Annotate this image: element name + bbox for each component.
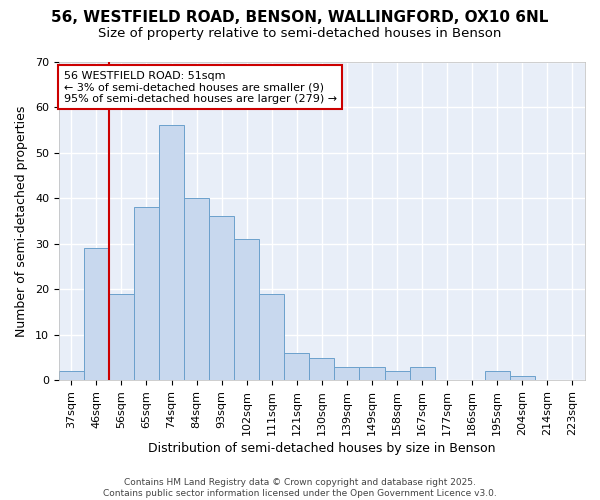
Bar [134,208,159,380]
Bar [84,248,109,380]
Bar [359,366,385,380]
Bar [385,371,410,380]
Bar [59,371,84,380]
Text: Contains HM Land Registry data © Crown copyright and database right 2025.
Contai: Contains HM Land Registry data © Crown c… [103,478,497,498]
Text: Size of property relative to semi-detached houses in Benson: Size of property relative to semi-detach… [98,28,502,40]
Y-axis label: Number of semi-detached properties: Number of semi-detached properties [15,105,28,336]
Bar [284,353,310,380]
Text: 56 WESTFIELD ROAD: 51sqm
← 3% of semi-detached houses are smaller (9)
95% of sem: 56 WESTFIELD ROAD: 51sqm ← 3% of semi-de… [64,70,337,104]
Text: 56, WESTFIELD ROAD, BENSON, WALLINGFORD, OX10 6NL: 56, WESTFIELD ROAD, BENSON, WALLINGFORD,… [52,10,548,25]
X-axis label: Distribution of semi-detached houses by size in Benson: Distribution of semi-detached houses by … [148,442,496,455]
Bar [485,371,510,380]
Bar [234,239,259,380]
Bar [184,198,209,380]
Bar [510,376,535,380]
Bar [334,366,359,380]
Bar [310,358,334,380]
Bar [209,216,234,380]
Bar [109,294,134,380]
Bar [410,366,434,380]
Bar [159,126,184,380]
Bar [259,294,284,380]
